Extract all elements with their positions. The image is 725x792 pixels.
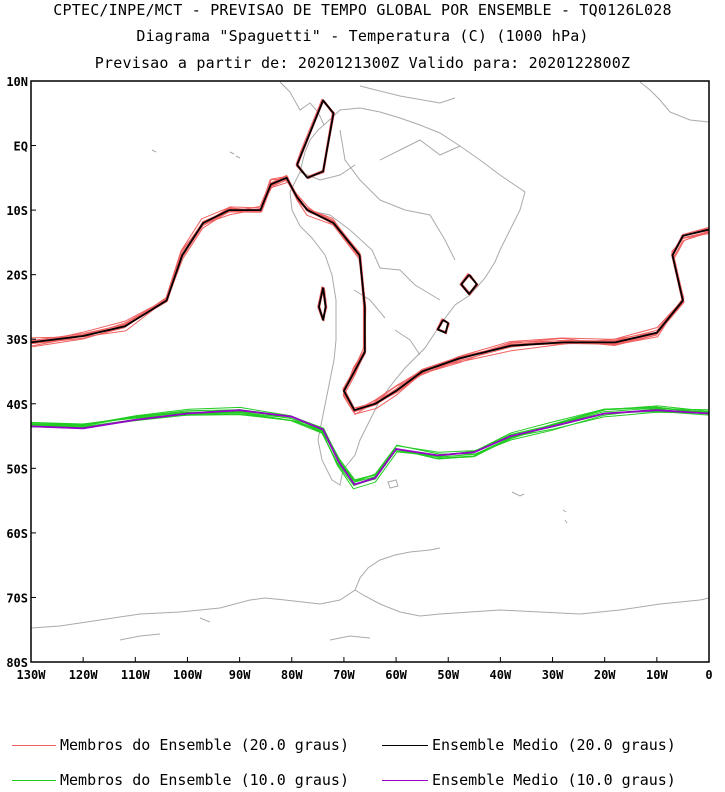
ensemble-member-20-line <box>32 178 709 410</box>
lat-tick-label: 30S <box>6 333 28 347</box>
lat-tick-label: 10S <box>6 204 28 218</box>
lon-tick-label: 110W <box>121 668 151 682</box>
lon-tick-label: 70W <box>333 668 355 682</box>
title-line-1: CPTEC/INPE/MCT - PREVISAO DE TEMPO GLOBA… <box>53 1 672 19</box>
ensemble-member-20-line <box>31 179 709 411</box>
ensemble-member-20-line <box>31 175 709 413</box>
legend-label-member20: Membros do Ensemble (20.0 graus) <box>60 736 349 754</box>
ensemble-member-10-line <box>31 406 709 490</box>
ensemble-member-20-line <box>31 176 709 412</box>
ensemble-member-20-line <box>31 178 709 415</box>
legend-swatch-mean10 <box>382 779 428 781</box>
lon-tick-label: 20W <box>594 668 616 682</box>
ensemble-member-20-line <box>297 99 334 179</box>
ensemble-member-10-line <box>31 410 709 485</box>
lat-tick-label: 10N <box>6 75 28 89</box>
lat-tick-label: EQ <box>14 140 28 154</box>
title-line-3: Previsao a partir de: 2020121300Z Valido… <box>94 54 631 72</box>
ensemble-member-20-line <box>461 274 478 295</box>
ensemble-mean-20-line <box>317 287 327 321</box>
coastlines <box>31 81 709 641</box>
legend-label-mean10: Ensemble Medio (10.0 graus) <box>432 771 676 789</box>
ensemble-mean-20-group <box>31 99 709 412</box>
lat-tick-label: 50S <box>6 462 28 476</box>
legend-swatch-member10 <box>12 779 56 781</box>
lon-tick-label: 50W <box>437 668 459 682</box>
lon-tick-label: 80W <box>281 668 303 682</box>
ensemble-mean-20-line <box>296 99 335 179</box>
title-line-2: Diagrama "Spaguetti" - Temperatura (C) (… <box>136 27 589 45</box>
lon-tick-label: 90W <box>229 668 251 682</box>
ensemble-mean-10-line <box>31 409 709 486</box>
lat-tick-label: 40S <box>6 398 28 412</box>
ensemble-mean-20-line <box>460 274 478 295</box>
ensemble-member-20-line <box>32 181 709 415</box>
lon-tick-label: 100W <box>173 668 203 682</box>
ensemble-member-20-line <box>461 274 478 295</box>
legend-item-member10: Membros do Ensemble (10.0 graus) <box>12 771 349 789</box>
ensemble-mean-20-line <box>436 319 450 334</box>
ensemble-member-20-line <box>31 175 709 409</box>
legend-swatch-member20 <box>12 744 56 746</box>
plot-frame <box>30 80 710 663</box>
lon-tick-label: 120W <box>69 668 99 682</box>
lon-tick-label: 30W <box>542 668 564 682</box>
ensemble-members-20-group <box>31 98 709 415</box>
lat-tick-label: 60S <box>6 527 28 541</box>
ensemble-member-20-line <box>31 178 709 412</box>
ensemble-member-20-line <box>297 99 334 179</box>
legend-item-member20: Membros do Ensemble (20.0 graus) <box>12 736 349 754</box>
ensemble-member-10-line <box>31 408 709 483</box>
ensemble-member-20-line <box>297 99 333 179</box>
lon-tick-label: 130W <box>17 668 47 682</box>
legend-swatch-mean20 <box>382 744 428 746</box>
lat-tick-label: 20S <box>6 269 28 283</box>
legend-item-mean20: Ensemble Medio (20.0 graus) <box>382 736 676 754</box>
legend-label-mean20: Ensemble Medio (20.0 graus) <box>432 736 676 754</box>
ensemble-mean-20-line <box>31 176 709 412</box>
ensemble-member-20-line <box>31 176 709 412</box>
lat-tick-label: 80S <box>6 656 28 670</box>
lon-tick-label: 10W <box>646 668 668 682</box>
lon-tick-label: 60W <box>385 668 407 682</box>
latitude-axis: 10N EQ 10S 20S 30S 40S 50S 60S 70S 80S <box>6 75 36 670</box>
ensemble-member-20-line <box>32 177 708 409</box>
lon-tick-label: 40W <box>490 668 512 682</box>
legend-label-member10: Membros do Ensemble (10.0 graus) <box>60 771 349 789</box>
longitude-axis: 130W 120W 110W 100W 90W 80W 70W 60W 50W 40W 30W 20W… <box>17 657 713 682</box>
ensemble-mean-10-group <box>31 409 709 486</box>
ensemble-member-20-line <box>297 100 333 179</box>
legend-item-mean10: Ensemble Medio (10.0 graus) <box>382 771 676 789</box>
lon-tick-label: 0 <box>705 668 712 682</box>
ensemble-member-20-line <box>31 177 709 411</box>
lat-tick-label: 70S <box>6 591 28 605</box>
ensemble-member-20-line <box>31 178 709 411</box>
